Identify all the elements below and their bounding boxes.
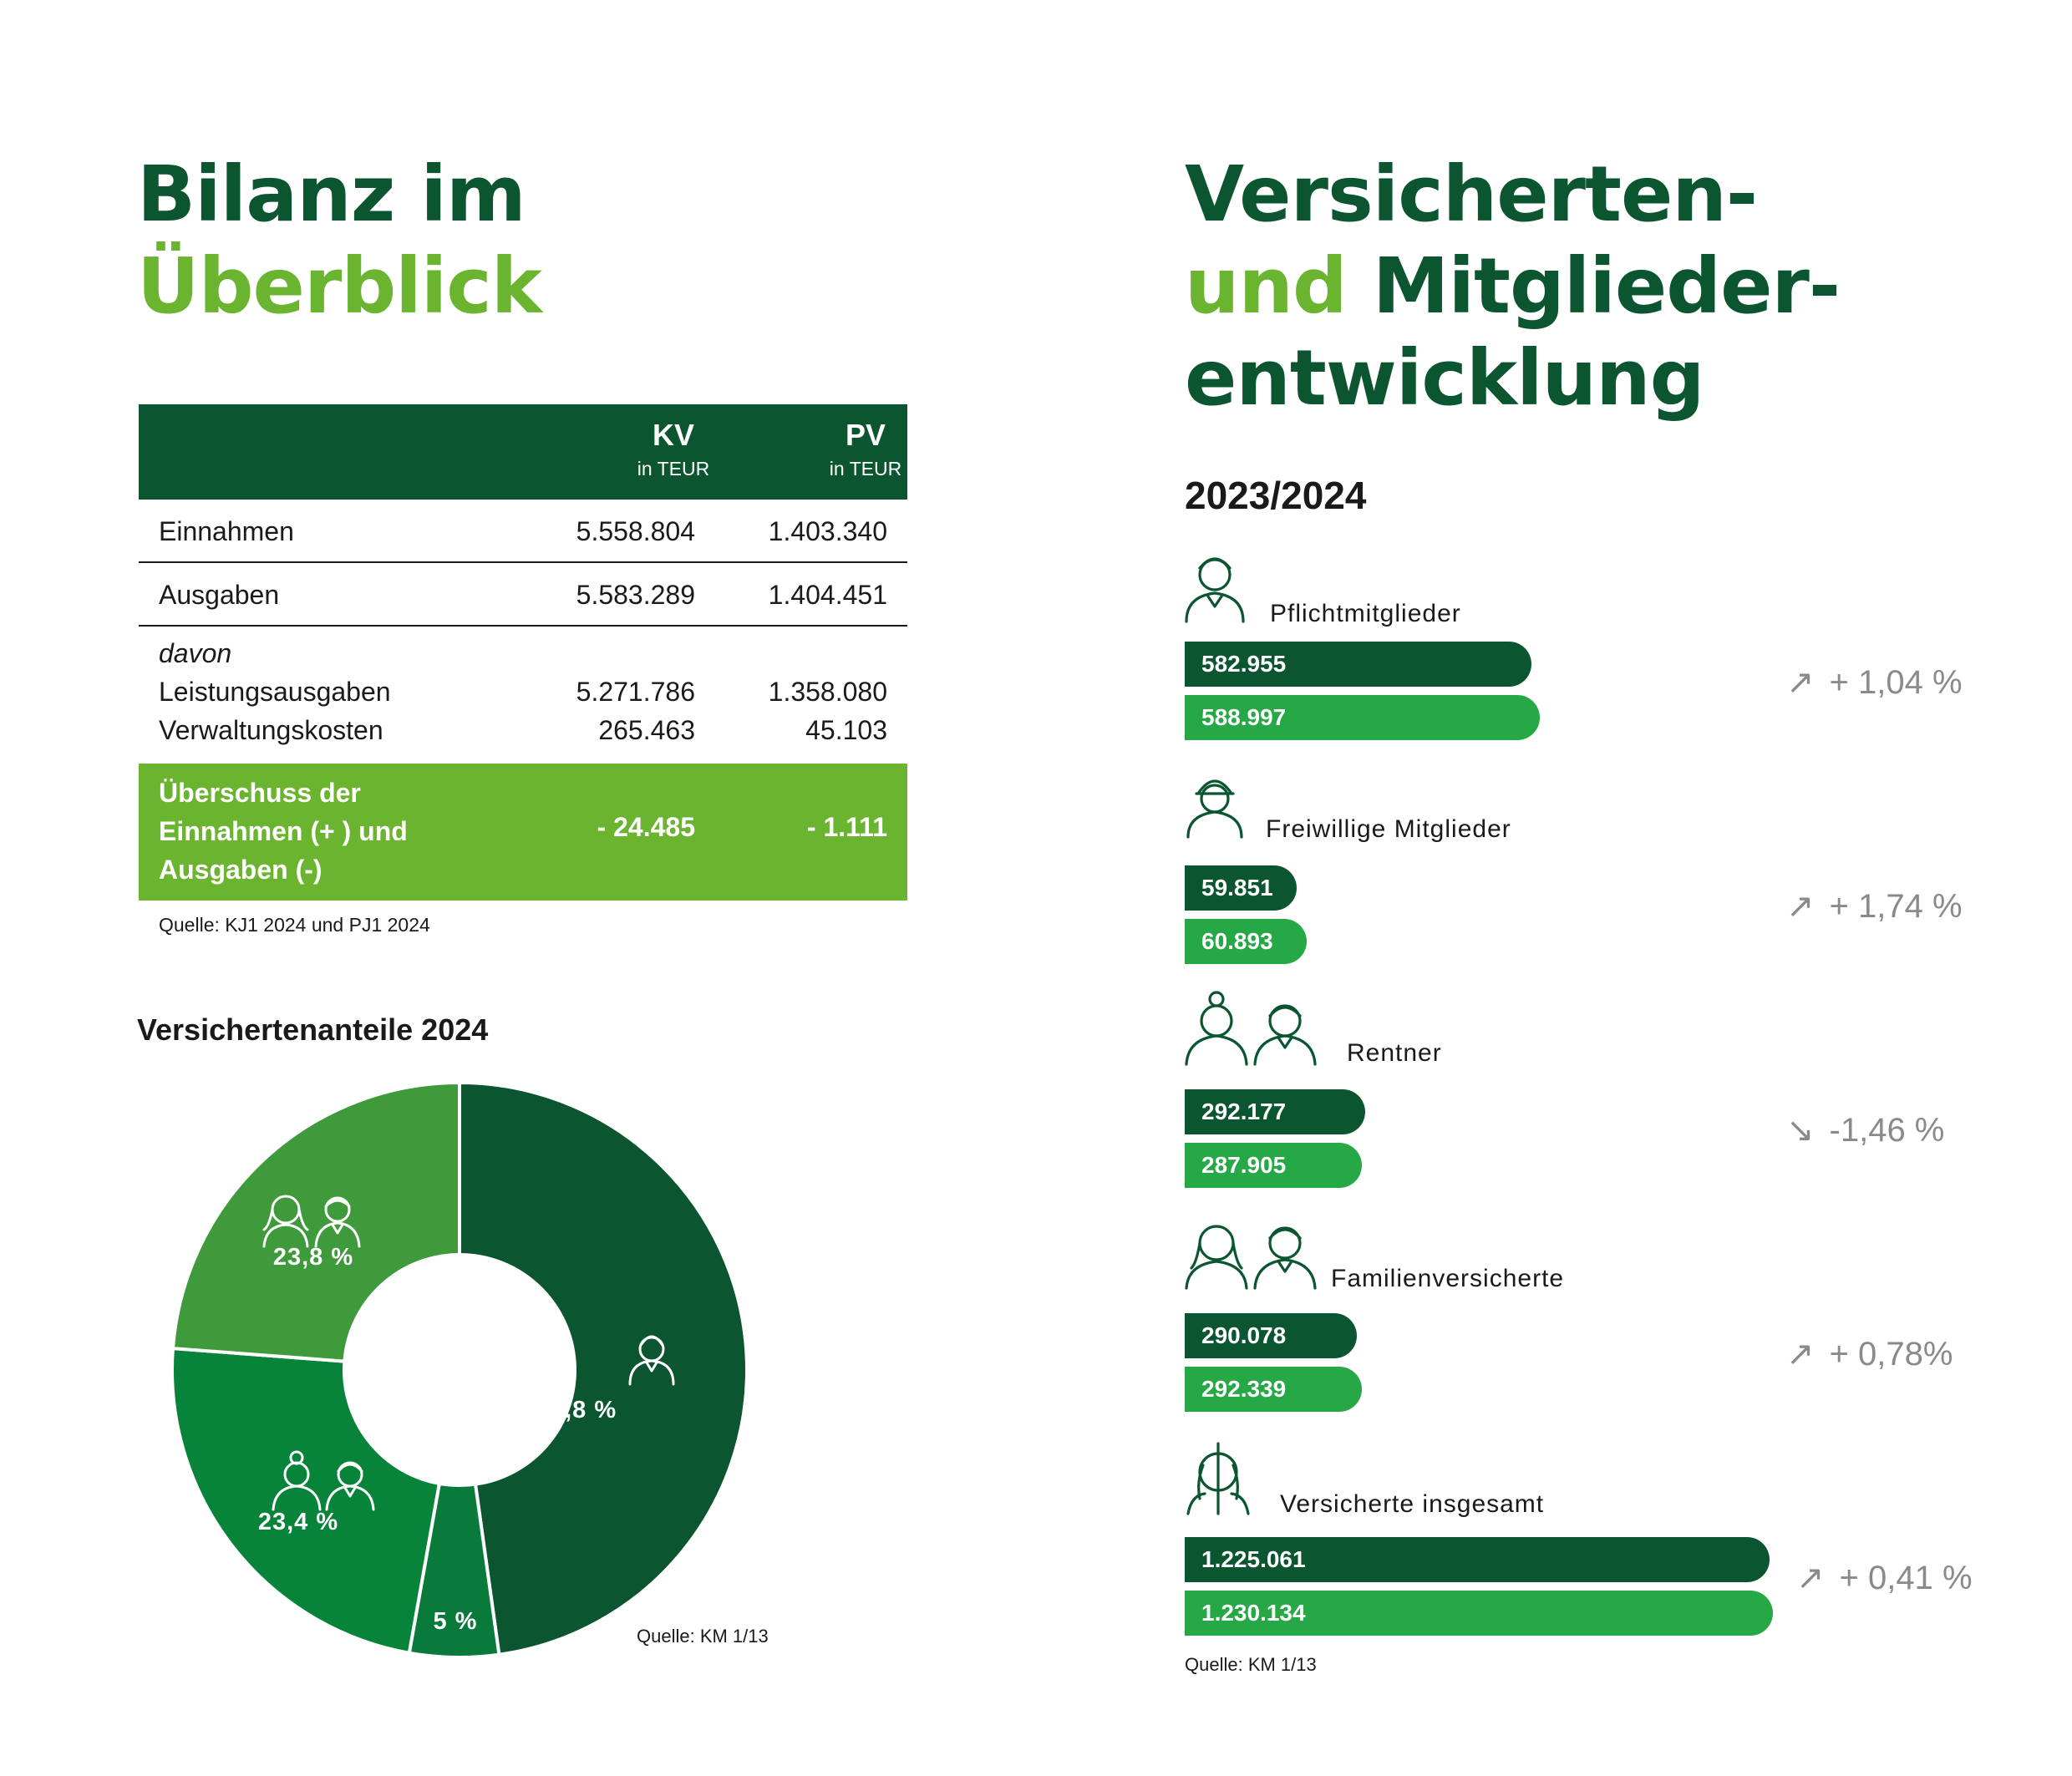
row-label: Verwaltungskosten (159, 715, 383, 745)
bar-2023: 292.177 (1185, 1089, 1365, 1134)
category-label: Freiwillige Mitglieder (1266, 815, 1511, 843)
right-title-line2: und Mitglieder- (1185, 241, 1841, 332)
donut-slice-3 (170, 1080, 461, 1363)
donut-source: Quelle: KM 1/13 (637, 1626, 769, 1647)
summary-line2: Einnahmen (+ ) und (159, 816, 408, 846)
left-title-line2: Überblick (137, 241, 542, 331)
right-title-mitglieder: Mitglieder- (1346, 241, 1841, 331)
header-pv: PV in TEUR (782, 418, 949, 480)
slice-label-1: 5 % (434, 1608, 478, 1635)
row-label: Ausgaben (159, 580, 280, 610)
header-pv-label: PV (845, 418, 886, 452)
summary-line3: Ausgaben (-) (159, 855, 322, 885)
category-label: Pflichtmitglieder (1270, 600, 1461, 627)
person-with-cap-icon (436, 1287, 480, 1337)
bar-2023: 1.225.061 (1185, 1537, 1770, 1582)
row-kv: 5.583.289 (576, 580, 695, 610)
bar-2024: 287.905 (1185, 1143, 1362, 1188)
arrow-up-right-icon: ↗ (1786, 664, 1815, 701)
summary-line1: Überschuss der (159, 778, 361, 808)
table-summary-row: Überschuss der Einnahmen (+ ) und Ausgab… (139, 764, 907, 901)
donut-slice-2 (170, 1346, 442, 1656)
trend-value: + 0,41 % (1839, 1560, 1973, 1596)
slice-label-3: 23,8 % (273, 1244, 353, 1271)
header-kv: KV in TEUR (590, 418, 757, 480)
family-couple-icon (262, 1195, 361, 1248)
rentner-icon (1185, 991, 1317, 1066)
table-row: Ausgaben 5.583.289 1.404.451 (139, 563, 907, 627)
bar-2023: 59.851 (1185, 865, 1297, 911)
row-kv: 5.271.786 (576, 677, 695, 707)
row-pv: 1.358.080 (768, 677, 887, 707)
balance-table: KV in TEUR PV in TEUR Einnahmen 5.558.80… (139, 404, 907, 901)
trend-value: + 1,04 % (1829, 664, 1963, 701)
category-label: Versicherte insgesamt (1280, 1490, 1545, 1518)
slice-label-2: 23,4 % (258, 1509, 338, 1535)
trend-indicator: ↘ -1,46 % (1786, 1111, 1944, 1149)
bar-2024: 292.339 (1185, 1367, 1362, 1412)
trend-value: + 1,74 % (1829, 888, 1963, 925)
summary-pv: - 1.111 (806, 812, 887, 842)
davon-label: davon (159, 638, 232, 668)
elderly-couple-icon (272, 1450, 375, 1511)
header-pv-unit: in TEUR (829, 458, 902, 480)
donut-chart: 47,8 % 5 % 23,4 % 23,8 % (170, 1080, 749, 1659)
familien-icon (1185, 1225, 1317, 1290)
bar-2024: 60.893 (1185, 919, 1307, 964)
table-source: Quelle: KJ1 2024 und PJ1 2024 (159, 914, 430, 936)
trend-indicator: ↗ + 1,74 % (1786, 887, 1963, 926)
trend-indicator: ↗ + 1,04 % (1786, 663, 1963, 702)
bars-source: Quelle: KM 1/13 (1185, 1654, 1317, 1675)
trend-value: + 0,78% (1829, 1336, 1953, 1373)
trend-value: -1,46 % (1829, 1112, 1945, 1149)
category-label: Familienversicherte (1331, 1265, 1565, 1292)
table-header: KV in TEUR PV in TEUR (139, 404, 907, 500)
arrow-up-right-icon: ↗ (1796, 1560, 1825, 1596)
row-label: Einnahmen (159, 516, 294, 546)
header-kv-label: KV (652, 418, 694, 452)
table-row: Einnahmen 5.558.804 1.403.340 (139, 500, 907, 563)
summary-label: Überschuss der Einnahmen (+ ) und Ausgab… (159, 774, 408, 889)
row-kv: 5.558.804 (576, 516, 695, 546)
versicherte-icon (1186, 1442, 1250, 1515)
donut-title: Versichertenanteile 2024 (137, 1012, 489, 1047)
right-title-line1: Versicherten- (1185, 150, 1758, 239)
pflicht-icon (1185, 557, 1245, 623)
arrow-up-right-icon: ↗ (1786, 1336, 1815, 1373)
left-title-line1: Bilanz im (137, 150, 526, 239)
bar-2024: 588.997 (1185, 695, 1540, 740)
bar-2023: 582.955 (1185, 642, 1531, 687)
category-label: Rentner (1347, 1039, 1442, 1067)
right-title-und: und (1185, 241, 1348, 331)
bar-2024: 1.230.134 (1185, 1591, 1773, 1636)
freiwillige-icon (1186, 779, 1243, 839)
arrow-up-right-icon: ↗ (1786, 888, 1815, 925)
period-label: 2023/2024 (1185, 474, 1367, 517)
right-title-line3: entwicklung (1185, 333, 1705, 423)
row-label: Leistungsausgaben (159, 677, 391, 707)
row-pv: 1.404.451 (768, 580, 887, 610)
slice-label-0: 47,8 % (536, 1397, 617, 1423)
right-title: Versicherten- und Mitglieder- entwicklun… (1185, 149, 1841, 424)
arrow-down-right-icon: ↘ (1786, 1112, 1815, 1149)
left-title: Bilanz im Überblick (137, 149, 542, 332)
table-row-davon: davon Leistungsausgaben 5.271.786 1.358.… (139, 627, 907, 764)
single-person-icon (628, 1335, 675, 1386)
bar-2023: 290.078 (1185, 1313, 1357, 1358)
trend-indicator: ↗ + 0,78% (1786, 1335, 1953, 1373)
donut-slice-0 (458, 1080, 749, 1657)
row-pv: 1.403.340 (768, 516, 887, 546)
row-pv: 45.103 (805, 715, 887, 745)
header-kv-unit: in TEUR (637, 458, 710, 480)
trend-indicator: ↗ + 0,41 % (1796, 1559, 1973, 1597)
summary-kv: - 24.485 (597, 812, 695, 842)
row-kv: 265.463 (598, 715, 695, 745)
